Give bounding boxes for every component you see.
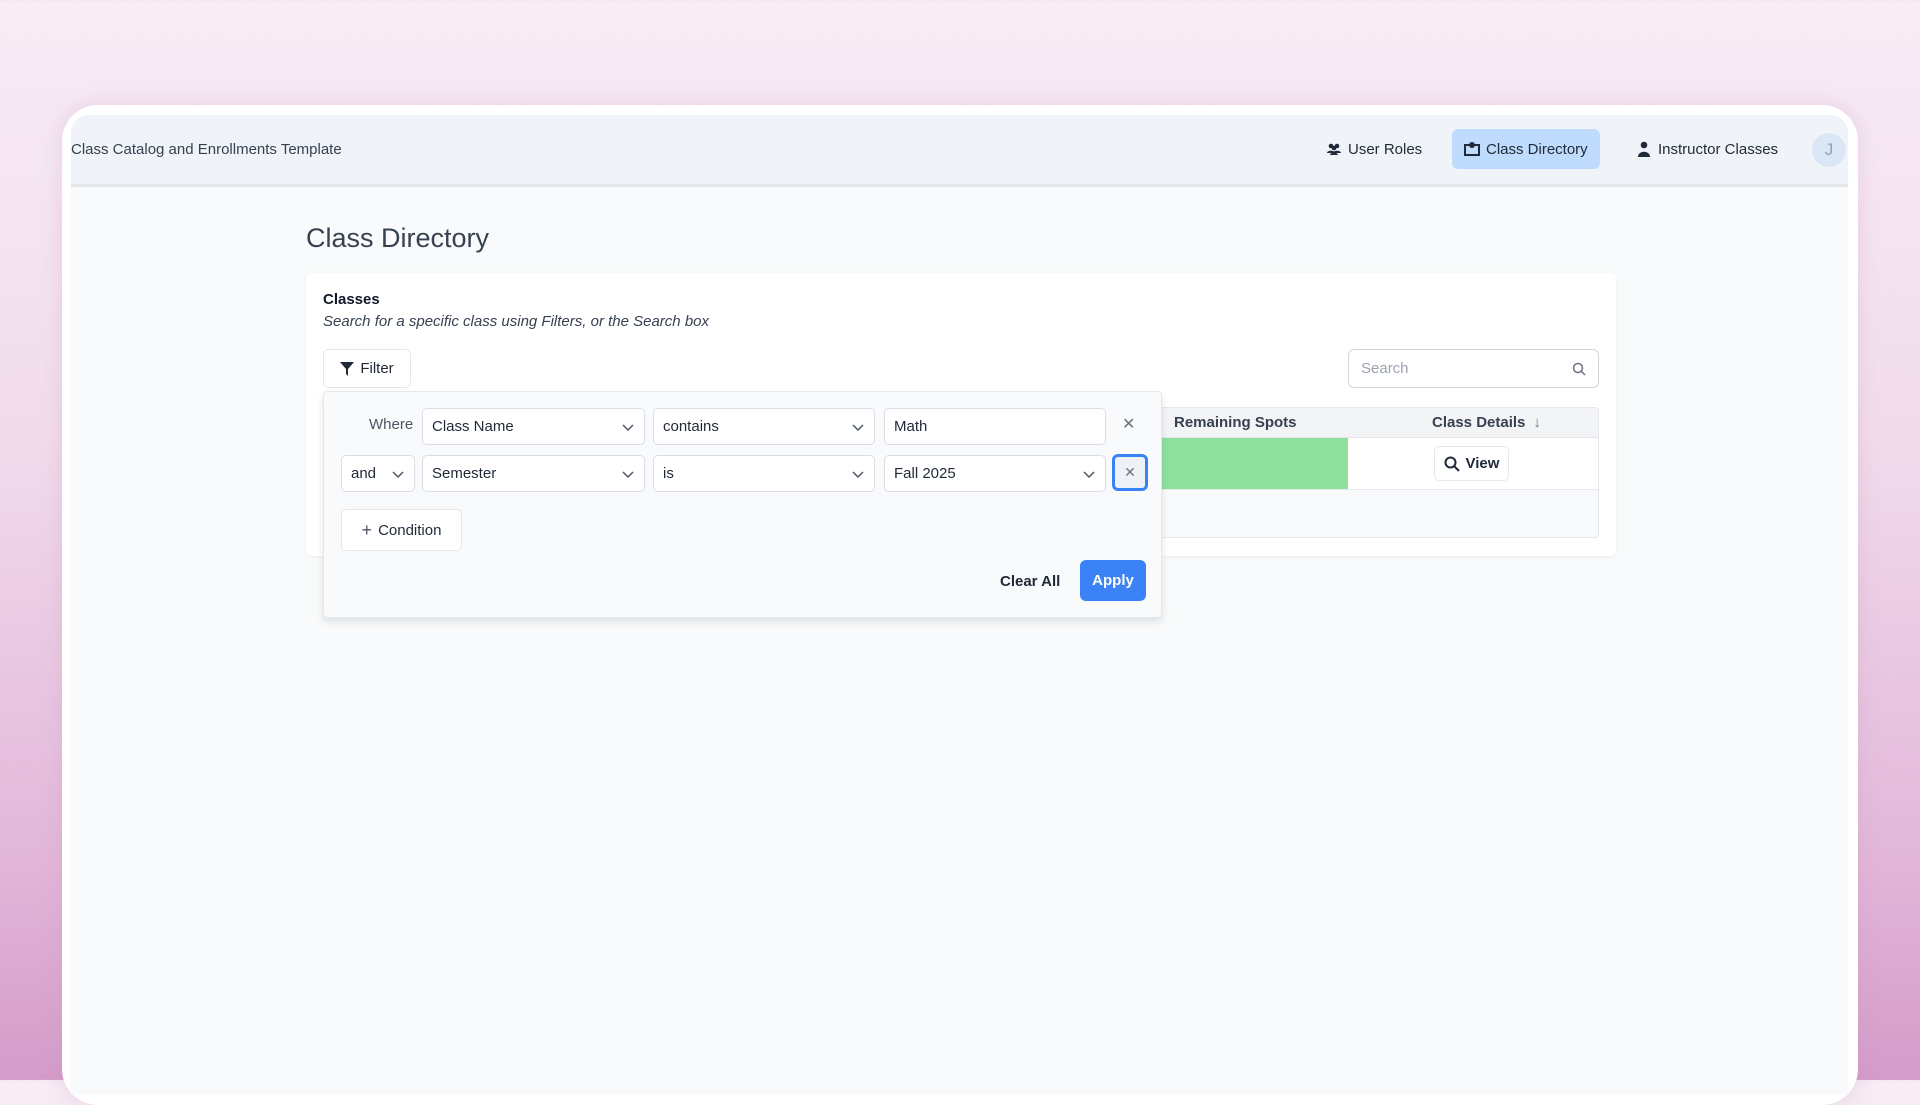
where-label: Where <box>369 416 414 433</box>
avatar[interactable]: J <box>1812 133 1846 167</box>
card-title: Classes <box>323 291 380 308</box>
field-value: Semester <box>432 465 497 482</box>
close-icon: ✕ <box>1124 464 1136 480</box>
field-value: Class Name <box>432 418 514 435</box>
conjunction-select[interactable]: and <box>341 455 415 492</box>
value-text: Fall 2025 <box>894 465 956 482</box>
view-button[interactable]: View <box>1434 446 1509 481</box>
remove-condition-icon[interactable]: ✕ <box>1122 416 1136 433</box>
chevron-down-icon <box>622 423 634 431</box>
field-select[interactable]: Semester <box>422 455 645 492</box>
sort-down-icon: ↓ <box>1533 414 1541 431</box>
map-icon <box>1464 142 1480 156</box>
value-select[interactable]: Fall 2025 <box>884 455 1106 492</box>
users-icon <box>1327 143 1341 155</box>
operator-select[interactable]: is <box>653 455 875 492</box>
operator-select[interactable]: contains <box>653 408 875 445</box>
filter-label: Filter <box>360 360 394 377</box>
search-icon <box>1572 362 1586 376</box>
operator-value: is <box>663 465 674 482</box>
chevron-down-icon <box>1083 470 1095 478</box>
value-input[interactable]: Math <box>884 408 1106 445</box>
app-title: Class Catalog and Enrollments Template <box>71 141 342 158</box>
filter-popover: Where Class Name contains Math ✕ and Sem… <box>323 391 1162 618</box>
apply-button[interactable]: Apply <box>1080 560 1146 601</box>
nav-instructor-classes[interactable]: Instructor Classes <box>1624 129 1790 169</box>
search-input[interactable]: Search <box>1348 349 1599 388</box>
nav-user-roles[interactable]: User Roles <box>1314 129 1434 169</box>
chevron-down-icon <box>852 470 864 478</box>
col-class-details[interactable]: Class Details ↓ <box>1432 414 1541 431</box>
filter-icon <box>340 361 355 376</box>
page-title: Class Directory <box>306 223 490 253</box>
nav-label: Instructor Classes <box>1658 140 1779 158</box>
value-text: Math <box>894 418 928 435</box>
filter-button[interactable]: Filter <box>323 349 411 388</box>
search-icon <box>1444 456 1460 472</box>
plus-icon: + <box>361 519 373 540</box>
col-label: Class Details <box>1432 414 1526 431</box>
user-icon <box>1638 141 1650 157</box>
operator-value: contains <box>663 418 719 435</box>
card-subtitle: Search for a specific class using Filter… <box>323 313 710 330</box>
nav-label: User Roles <box>1348 140 1423 158</box>
col-remaining-spots[interactable]: Remaining Spots <box>1174 414 1297 431</box>
chevron-down-icon <box>852 423 864 431</box>
top-header: Class Catalog and Enrollments Template U… <box>71 115 1848 187</box>
add-condition-button[interactable]: + Condition <box>341 509 462 551</box>
nav-label: Class Directory <box>1486 140 1588 158</box>
nav-class-directory[interactable]: Class Directory <box>1452 129 1600 169</box>
chevron-down-icon <box>622 470 634 478</box>
app-window: Class Catalog and Enrollments Template U… <box>71 115 1848 1095</box>
search-placeholder: Search <box>1361 360 1409 377</box>
clear-all-button[interactable]: Clear All <box>1000 573 1061 590</box>
conjunction-value: and <box>351 465 377 482</box>
chevron-down-icon <box>392 470 404 478</box>
view-label: View <box>1465 455 1500 472</box>
field-select[interactable]: Class Name <box>422 408 645 445</box>
add-condition-label: Condition <box>378 521 442 539</box>
remove-condition-button[interactable]: ✕ <box>1112 454 1148 491</box>
